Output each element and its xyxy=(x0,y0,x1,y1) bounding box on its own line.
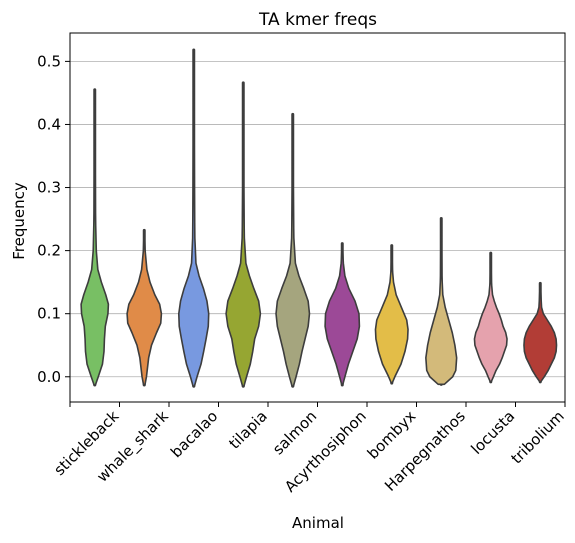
y-tick-label: 0.5 xyxy=(37,52,61,70)
y-tick-label: 0.4 xyxy=(37,115,61,133)
violin-whale_shark xyxy=(126,229,163,386)
y-tick-label: 0.2 xyxy=(37,242,61,260)
violin-tilapia xyxy=(225,82,262,388)
x-tick-label-tilapia: tilapia xyxy=(225,407,270,452)
y-axis-ticks: 0.0 0.1 0.2 0.3 0.4 0.5 xyxy=(37,52,70,386)
violin-layer xyxy=(80,48,558,388)
y-tick-label: 0.3 xyxy=(37,179,61,197)
y-tick-label: 0.0 xyxy=(37,368,61,386)
violin-salmon xyxy=(275,113,311,388)
violin-Acyrthosiphon xyxy=(324,242,361,386)
y-tick-label: 0.1 xyxy=(37,305,61,323)
violin-tribolium xyxy=(523,282,558,383)
violin-locusta xyxy=(473,252,508,383)
y-axis-label: Frequency xyxy=(10,182,28,260)
x-axis-label: Animal xyxy=(292,514,344,532)
chart-title: TA kmer freqs xyxy=(258,10,377,30)
violin-bombyx xyxy=(374,244,409,384)
x-tick-label-bacalao: bacalao xyxy=(167,407,221,461)
violin-Harpegnathos xyxy=(425,217,458,386)
violin-bacalao xyxy=(177,49,210,388)
violin-stickleback xyxy=(80,88,110,386)
x-tick-label-tribolium: tribolium xyxy=(507,407,567,467)
